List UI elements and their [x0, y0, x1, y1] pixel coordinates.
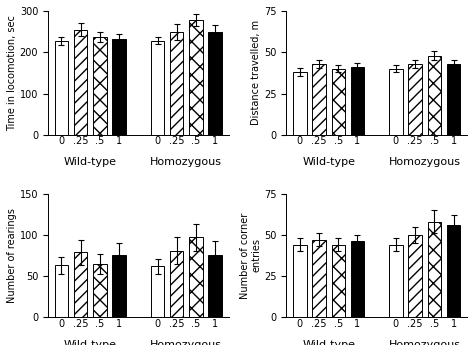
Text: Wild-type: Wild-type	[302, 340, 355, 345]
Bar	[428, 221, 441, 317]
Bar	[293, 245, 307, 317]
Bar	[93, 37, 107, 135]
Text: Homozygous: Homozygous	[150, 340, 222, 345]
Bar	[351, 67, 364, 135]
Bar	[209, 255, 222, 317]
Bar	[331, 69, 345, 135]
Bar	[409, 235, 422, 317]
Bar	[189, 20, 203, 135]
Bar	[170, 32, 183, 135]
Bar	[428, 56, 441, 135]
Text: Homozygous: Homozygous	[150, 157, 222, 167]
Bar	[389, 245, 402, 317]
Y-axis label: Number of corner
entries: Number of corner entries	[240, 212, 261, 298]
Bar	[351, 241, 364, 317]
Bar	[170, 250, 183, 317]
Bar	[312, 64, 326, 135]
Bar	[209, 32, 222, 135]
Bar	[293, 72, 307, 135]
Bar	[74, 30, 87, 135]
Bar	[189, 237, 203, 317]
Y-axis label: Distance travelled, m: Distance travelled, m	[251, 20, 261, 126]
Bar	[55, 265, 68, 317]
Bar	[389, 69, 402, 135]
Bar	[55, 41, 68, 135]
Bar	[447, 225, 460, 317]
Bar	[151, 41, 164, 135]
Bar	[409, 64, 422, 135]
Bar	[74, 252, 87, 317]
Y-axis label: Number of rearings: Number of rearings	[7, 208, 17, 303]
Text: Wild-type: Wild-type	[64, 340, 117, 345]
Bar	[151, 266, 164, 317]
Text: Homozygous: Homozygous	[389, 340, 461, 345]
Text: Homozygous: Homozygous	[389, 157, 461, 167]
Bar	[112, 39, 126, 135]
Bar	[447, 64, 460, 135]
Bar	[93, 264, 107, 317]
Text: Wild-type: Wild-type	[64, 157, 117, 167]
Text: Wild-type: Wild-type	[302, 157, 355, 167]
Bar	[312, 240, 326, 317]
Bar	[331, 245, 345, 317]
Y-axis label: Time in locomotion, sec: Time in locomotion, sec	[7, 15, 17, 131]
Bar	[112, 255, 126, 317]
